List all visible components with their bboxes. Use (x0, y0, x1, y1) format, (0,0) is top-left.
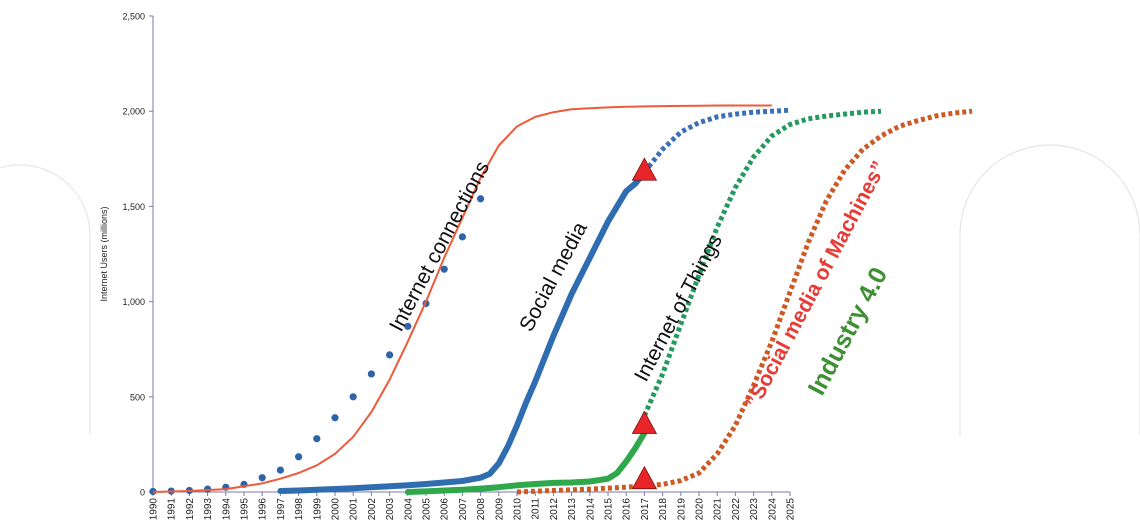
x-ticks: 1990 1991 1992 1993 1994 1995 1996 1997 1998 1999… (149, 492, 797, 520)
x-tick-label: 2005 (422, 498, 433, 521)
watermark-logo (0, 144, 1140, 435)
data-point-internet_actual (386, 351, 394, 359)
x-tick-label: 2007 (458, 498, 469, 521)
x-tick-label: 1995 (240, 498, 251, 521)
triangle-marker-2 (631, 465, 658, 490)
y-tick-label: 2,500 (122, 12, 145, 22)
x-tick-label: 1993 (203, 498, 214, 521)
data-point-internet_actual (404, 322, 412, 330)
logo-arch-0 (0, 164, 91, 435)
x-tick-label: 2024 (767, 498, 778, 521)
chart-annotations: Internet connections Social media Intern… (385, 157, 893, 412)
x-tick-label: 2022 (731, 498, 742, 521)
x-tick-label: 1994 (221, 498, 232, 521)
data-point-internet_actual (295, 453, 303, 461)
x-tick-label: 2019 (676, 498, 687, 521)
x-tick-label: 1998 (294, 498, 305, 521)
y-tick-label: 1,000 (122, 297, 145, 307)
data-point-internet_actual (440, 265, 448, 273)
triangle-marker-1 (631, 410, 658, 434)
x-tick-label: 2004 (403, 498, 414, 521)
x-tick-label: 1997 (276, 498, 287, 521)
y-tick-label: 500 (130, 392, 145, 402)
y-tick-label: 1,500 (122, 202, 145, 212)
data-point-internet_actual (331, 414, 339, 422)
triangle-marker-0 (631, 157, 658, 181)
x-tick-label: 2012 (549, 498, 560, 521)
x-tick-label: 2010 (513, 498, 524, 521)
x-tick-label: 2017 (640, 498, 651, 521)
logo-arch-1 (959, 144, 1140, 435)
series-line-social_media_proj (642, 107, 791, 174)
series-line-internet_fit (152, 104, 772, 493)
data-point-internet_actual (313, 435, 321, 443)
series-line-social_media (277, 169, 648, 494)
x-tick-label: 2016 (622, 498, 633, 521)
y-axis-label: Internet Users (millions) (99, 206, 109, 301)
data-point-internet_actual (276, 466, 284, 474)
series-line-iot_proj (642, 108, 882, 417)
data-point-internet_actual (258, 474, 266, 482)
x-tick-label: 2001 (349, 498, 360, 521)
y-tick-label: 2,000 (122, 107, 145, 117)
x-tick-label: 1991 (167, 498, 178, 521)
x-tick-label: 2023 (749, 498, 760, 521)
x-tick-label: 2002 (367, 498, 378, 521)
chart-markers (631, 157, 658, 490)
x-tick-label: 2000 (331, 498, 342, 521)
x-tick-label: 2025 (786, 498, 797, 521)
x-tick-label: 2021 (713, 498, 724, 521)
data-point-internet_actual (367, 370, 375, 378)
x-tick-label: 2009 (494, 498, 505, 521)
x-tick-label: 2006 (440, 498, 451, 521)
annotation-internet-connections: Internet connections (385, 158, 494, 336)
annotation-internet-of-things: Internet of Things (630, 231, 727, 386)
x-tick-label: 2020 (695, 498, 706, 521)
series-line-iot (404, 430, 648, 495)
x-tick-label: 2013 (567, 498, 578, 521)
x-tick-label: 2014 (585, 498, 596, 521)
y-ticks: 0 500 1,000 1,500 2,000 2,500 (122, 12, 153, 498)
data-point-internet_actual (349, 393, 357, 401)
x-tick-label: 2015 (604, 498, 615, 521)
data-point-internet_actual (477, 195, 485, 203)
x-tick-label: 1999 (312, 498, 323, 521)
x-tick-label: 1992 (185, 498, 196, 521)
x-tick-label: 1996 (258, 498, 269, 521)
x-tick-label: 1990 (149, 498, 160, 521)
x-tick-label: 2011 (531, 498, 542, 520)
x-tick-label: 2003 (385, 498, 396, 521)
data-point-internet_actual (458, 233, 466, 241)
x-tick-label: 2018 (658, 498, 669, 521)
y-tick-label: 0 (140, 488, 145, 498)
x-tick-label: 2008 (476, 498, 487, 521)
